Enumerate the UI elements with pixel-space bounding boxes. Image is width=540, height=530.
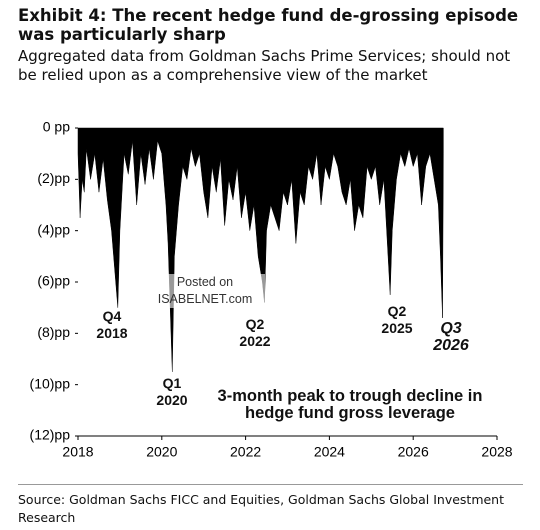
watermark: Posted on ISABELNET.com xyxy=(145,274,265,308)
x-tick-label: 2026 xyxy=(398,444,429,460)
x-tick-label: 2028 xyxy=(481,444,512,460)
annotation: 3-month peak to trough decline in hedge … xyxy=(217,387,483,422)
y-tick-label: (10)pp xyxy=(30,375,71,391)
x-tick-label: 2022 xyxy=(230,444,261,460)
chart-subtitle: Aggregated data from Goldman Sachs Prime… xyxy=(18,47,511,84)
x-tick-label: 2024 xyxy=(314,444,345,460)
y-tick-label: (6)pp xyxy=(37,273,70,289)
annotation: Q1 2020 xyxy=(156,375,188,408)
y-tick-label: (2)pp xyxy=(37,170,70,186)
annotation: Q2 2022 xyxy=(239,316,271,349)
x-tick-label: 2020 xyxy=(146,444,177,460)
area xyxy=(77,127,444,372)
chart-title: Exhibit 4: The recent hedge fund de-gros… xyxy=(18,6,519,44)
y-tick-label: (8)pp xyxy=(37,324,70,340)
annotation: Q3 2026 xyxy=(433,320,469,354)
annotation: Q2 2025 xyxy=(381,303,413,336)
y-tick-label: 0 pp xyxy=(43,119,70,135)
y-tick-label: (12)pp xyxy=(30,427,71,443)
annotation: Q4 2018 xyxy=(96,308,128,341)
divider xyxy=(18,484,523,485)
x-tick-label: 2018 xyxy=(62,444,93,460)
source-note: Source: Goldman Sachs FICC and Equities,… xyxy=(18,492,505,525)
y-tick-label: (4)pp xyxy=(37,221,70,237)
